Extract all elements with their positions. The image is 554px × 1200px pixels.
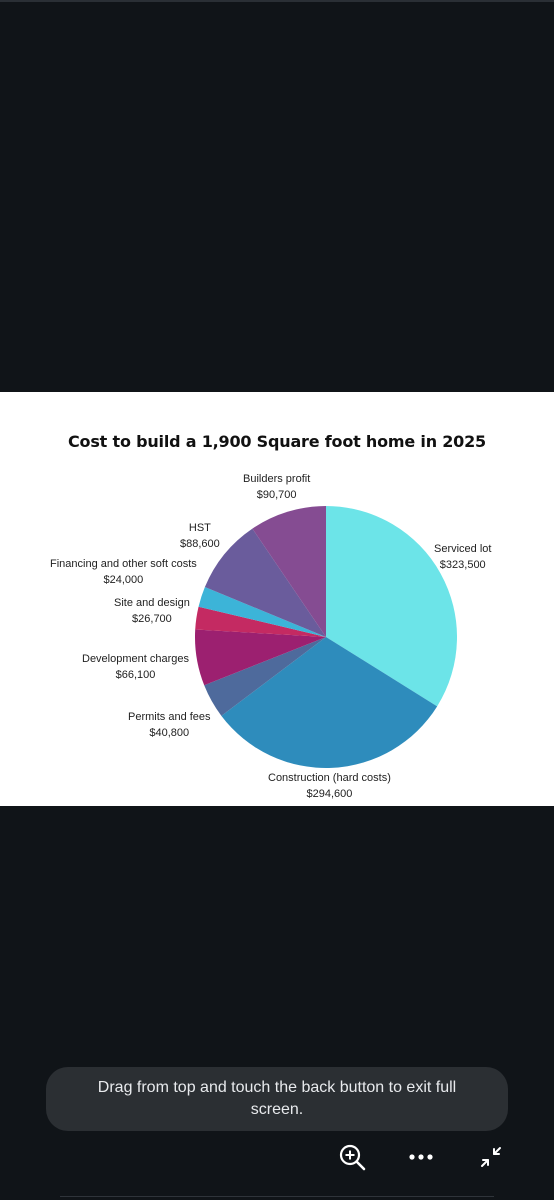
more-options-icon	[409, 1154, 433, 1160]
exit-fullscreen-icon	[481, 1147, 501, 1167]
label-permits-value: $40,800	[149, 727, 190, 739]
pie-slice-hst	[204, 528, 326, 637]
toast-message: Drag from top and touch the back button …	[97, 1079, 457, 1118]
gesture-hint-line	[60, 1196, 494, 1197]
bottom-bar	[0, 1182, 554, 1200]
zoom-in-button[interactable]	[335, 1140, 369, 1174]
label-hst-value: $88,600	[180, 538, 220, 550]
pie-slice-permits-and-fees	[204, 637, 326, 716]
more-options-button[interactable]	[404, 1140, 438, 1174]
label-hst-name: HST	[188, 522, 211, 534]
label-serviced-lot-value: $323,500	[439, 559, 486, 571]
label-permits: Permits and fees $40,800	[128, 709, 211, 741]
label-site-design-value: $26,700	[132, 613, 172, 625]
label-construction: Construction (hard costs) $294,600	[268, 770, 391, 802]
viewer-controls	[0, 1136, 554, 1176]
label-permits-name: Permits and fees	[128, 711, 211, 723]
label-site-design: Site and design $26,700	[114, 595, 190, 627]
exit-fullscreen-toast: Drag from top and touch the back button …	[46, 1067, 508, 1131]
label-construction-value: $294,600	[306, 788, 353, 800]
pie-chart	[195, 506, 457, 768]
label-financing-name: Financing and other soft costs	[50, 558, 197, 570]
label-financing: Financing and other soft costs $24,000	[50, 556, 197, 588]
pie-slice-site-and-design	[195, 606, 326, 637]
pie-slices	[195, 506, 457, 768]
label-site-design-name: Site and design	[114, 597, 190, 609]
label-hst: HST $88,600	[180, 520, 220, 552]
label-financing-value: $24,000	[103, 574, 144, 586]
chart-image[interactable]: Cost to build a 1,900 Square foot home i…	[0, 392, 554, 806]
label-development: Development charges $66,100	[82, 651, 189, 683]
pie-slice-serviced-lot	[326, 506, 457, 707]
label-development-value: $66,100	[115, 669, 156, 681]
pie-slice-construction-hard-costs	[221, 637, 438, 768]
status-bar-edge	[0, 0, 554, 2]
label-serviced-lot-name: Serviced lot	[434, 543, 492, 555]
label-construction-name: Construction (hard costs)	[268, 772, 391, 784]
zoom-in-icon	[339, 1144, 366, 1171]
pie-slice-builders-profit	[252, 506, 326, 637]
label-serviced-lot: Serviced lot $323,500	[434, 541, 491, 573]
pie-slice-financing-and-other-soft-costs	[198, 587, 326, 637]
exit-fullscreen-button[interactable]	[474, 1140, 508, 1174]
label-builders-profit-name: Builders profit	[243, 473, 311, 485]
pie-slice-development-charges	[195, 629, 326, 686]
label-development-name: Development charges	[82, 653, 190, 665]
label-builders-profit-value: $90,700	[256, 489, 297, 501]
chart-title: Cost to build a 1,900 Square foot home i…	[68, 432, 486, 451]
label-builders-profit: Builders profit $90,700	[243, 471, 310, 503]
